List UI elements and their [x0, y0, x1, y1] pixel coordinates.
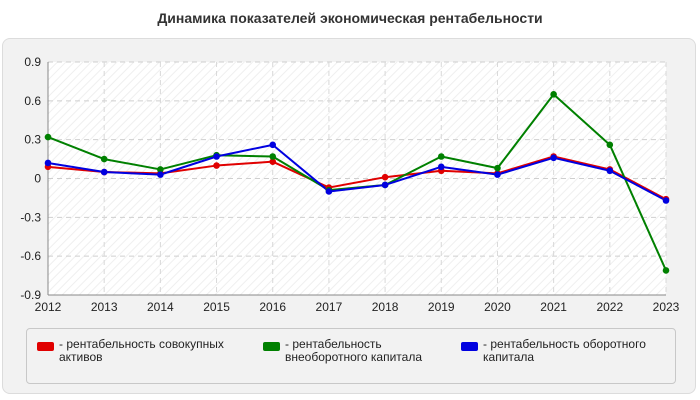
- x-tick-label: 2021: [540, 300, 567, 314]
- chart-title: Динамика показателей экономическая рента…: [157, 10, 543, 26]
- y-tick-label: 0.9: [24, 55, 41, 69]
- legend: - рентабельность совокупных активов - ре…: [26, 328, 676, 384]
- legend-item-noncurrent-capital: - рентабельность внеоборотного капитала: [263, 338, 422, 364]
- y-tick-label: 0.3: [24, 133, 41, 147]
- legend-label: - рентабельность оборотного капитала: [483, 337, 646, 364]
- x-tick-label: 2012: [35, 300, 62, 314]
- data-point: [662, 197, 670, 204]
- data-point: [494, 164, 501, 172]
- y-tick-label: -0.3: [20, 210, 41, 224]
- data-point: [44, 133, 52, 141]
- x-tick-label: 2020: [484, 300, 511, 314]
- legend-label: - рентабельность совокупных активов: [59, 337, 224, 364]
- data-point: [213, 153, 220, 160]
- legend-label-line: капитала: [483, 350, 535, 364]
- series-line: [47, 143, 667, 202]
- data-point: [157, 171, 164, 178]
- data-point: [550, 91, 557, 98]
- data-point: [381, 173, 389, 181]
- data-point: [269, 158, 277, 165]
- data-point: [494, 171, 501, 178]
- x-tick-label: 2016: [259, 300, 286, 314]
- legend-label-line: активов: [59, 350, 103, 364]
- data-point: [381, 181, 389, 189]
- data-point: [269, 153, 277, 160]
- data-point: [325, 188, 333, 195]
- data-point: [100, 155, 108, 163]
- x-tick-label: 2022: [596, 300, 623, 314]
- legend-label-line: рентабельность совокупных: [66, 337, 224, 351]
- y-tick-label: -0.6: [20, 249, 41, 263]
- legend-label-line: рентабельность: [292, 337, 382, 351]
- y-tick-label: -0.9: [20, 288, 41, 302]
- x-tick-label: 2015: [203, 300, 230, 314]
- data-point: [157, 166, 164, 173]
- y-tick-label: 0.6: [24, 94, 41, 108]
- data-point: [437, 163, 445, 171]
- x-tick-label: 2014: [147, 300, 174, 314]
- x-tick-label: 2017: [316, 300, 343, 314]
- series-line: [47, 155, 667, 201]
- data-point: [662, 267, 670, 274]
- data-point: [606, 167, 614, 175]
- legend-item-working-capital: - рентабельность оборотного капитала: [461, 338, 646, 364]
- x-tick-label: 2018: [372, 300, 399, 314]
- legend-item-total-assets: - рентабельность совокупных активов: [37, 338, 224, 364]
- data-point: [213, 162, 220, 169]
- data-point: [550, 154, 557, 162]
- data-point: [269, 141, 277, 149]
- y-tick-label: 0: [34, 172, 41, 186]
- legend-swatch: [461, 342, 478, 351]
- legend-label-line: рентабельность оборотного: [490, 337, 646, 351]
- data-point: [437, 153, 445, 160]
- data-point: [100, 168, 108, 176]
- legend-swatch: [37, 342, 54, 351]
- legend-label-line: внеоборотного капитала: [285, 350, 422, 364]
- legend-swatch: [263, 342, 280, 351]
- x-tick-label: 2019: [428, 300, 455, 314]
- data-point: [44, 159, 52, 167]
- x-tick-label: 2013: [91, 300, 118, 314]
- x-tick-label: 2023: [653, 300, 680, 314]
- data-point: [606, 141, 614, 149]
- legend-label: - рентабельность внеоборотного капитала: [285, 337, 422, 364]
